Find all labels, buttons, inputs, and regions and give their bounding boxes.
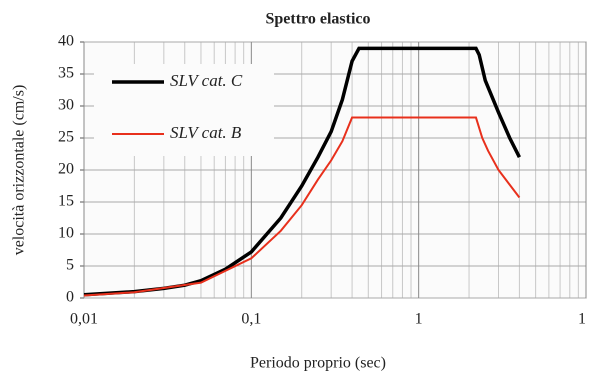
y-tick-label: 40 xyxy=(58,33,74,50)
x-tick-label: 1 xyxy=(578,311,586,328)
y-tick-label: 0 xyxy=(66,289,74,306)
x-tick-label: 1 xyxy=(415,311,423,328)
y-tick-label: 5 xyxy=(66,257,74,274)
line-series xyxy=(83,116,521,297)
y-tick-label: 20 xyxy=(58,161,74,178)
legend-label: SLV cat. B xyxy=(170,123,242,142)
legend-label: SLV cat. C xyxy=(170,71,243,90)
y-axis-label: velocità orizzontale (cm/s) xyxy=(11,85,28,256)
y-tick-label: 15 xyxy=(58,193,74,210)
x-tick-label: 0,01 xyxy=(70,311,98,328)
legend-box xyxy=(94,64,274,156)
y-tick-label: 35 xyxy=(58,65,74,82)
chart-title: Spettro elastico xyxy=(265,11,370,28)
x-tick-label: 0,1 xyxy=(241,311,261,328)
y-tick-label: 25 xyxy=(58,129,74,146)
y-tick-label: 30 xyxy=(58,97,74,114)
x-axis-label: Periodo proprio (sec) xyxy=(250,355,386,372)
y-tick-label: 10 xyxy=(58,225,74,242)
